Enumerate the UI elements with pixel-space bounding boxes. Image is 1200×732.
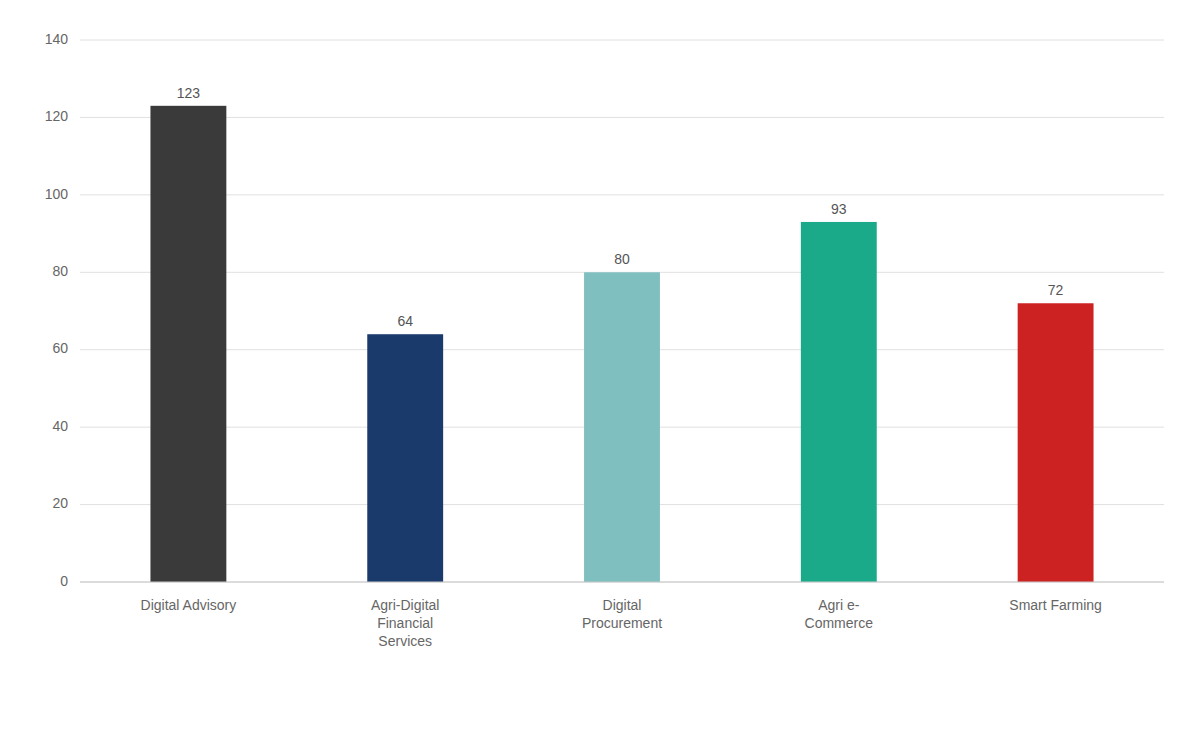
data-label: 93 — [831, 201, 847, 217]
y-tick-label: 140 — [45, 31, 69, 47]
y-grid — [80, 40, 1164, 582]
x-tick-label: DigitalProcurement — [582, 597, 662, 631]
y-tick-label: 40 — [52, 418, 68, 434]
y-tick-label: 100 — [45, 186, 69, 202]
grid-line — [80, 194, 1164, 195]
y-axis: 0 20 40 60 80 100 120 140 — [45, 31, 69, 589]
y-tick-label: 120 — [45, 108, 69, 124]
y-tick-label: 60 — [52, 340, 68, 356]
bar — [367, 334, 443, 582]
y-tick-label: 80 — [52, 263, 68, 279]
grid-line — [80, 40, 1164, 41]
chart-container: 0 20 40 60 80 100 120 140 123 64 80 93 72 Digital Adv… — [0, 0, 1200, 732]
bar — [150, 106, 226, 582]
x-tick-label: Digital Advisory — [141, 597, 237, 613]
data-labels: 123 64 80 93 72 — [177, 85, 1064, 329]
y-tick-label: 0 — [60, 573, 68, 589]
bar — [584, 272, 660, 582]
grid-line — [80, 117, 1164, 118]
y-tick-label: 20 — [52, 495, 68, 511]
data-label: 80 — [614, 251, 630, 267]
x-axis-line — [80, 582, 1164, 583]
x-tick-label: Agri e-Commerce — [805, 597, 874, 631]
x-axis: Digital Advisory Agri-DigitalFinancialSer… — [141, 597, 1102, 649]
bar — [1018, 303, 1094, 582]
grid-line — [80, 582, 1164, 583]
data-label: 72 — [1048, 282, 1064, 298]
bar — [801, 222, 877, 582]
data-label: 64 — [397, 313, 413, 329]
bars — [150, 106, 1093, 582]
chart: 0 20 40 60 80 100 120 140 123 64 80 93 72 Digital Adv… — [0, 0, 1200, 732]
data-label: 123 — [177, 85, 201, 101]
x-tick-label: Smart Farming — [1009, 597, 1102, 613]
x-tick-label: Agri-DigitalFinancialServices — [371, 597, 439, 649]
